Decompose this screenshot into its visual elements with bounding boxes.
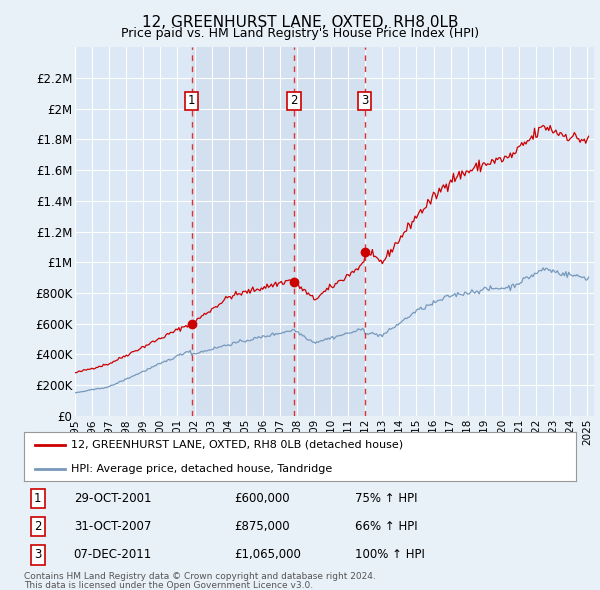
Text: 2: 2: [34, 520, 41, 533]
Text: HPI: Average price, detached house, Tandridge: HPI: Average price, detached house, Tand…: [71, 464, 332, 474]
Text: 66% ↑ HPI: 66% ↑ HPI: [355, 520, 418, 533]
Text: 07-DEC-2011: 07-DEC-2011: [74, 548, 152, 561]
Text: 3: 3: [34, 548, 41, 561]
Text: £1,065,000: £1,065,000: [234, 548, 301, 561]
Text: This data is licensed under the Open Government Licence v3.0.: This data is licensed under the Open Gov…: [24, 581, 313, 589]
Text: 100% ↑ HPI: 100% ↑ HPI: [355, 548, 425, 561]
Text: £600,000: £600,000: [234, 492, 289, 505]
Bar: [191, 47, 365, 416]
Text: 29-OCT-2001: 29-OCT-2001: [74, 492, 151, 505]
Text: 3: 3: [361, 94, 368, 107]
Text: £875,000: £875,000: [234, 520, 289, 533]
Text: 2: 2: [290, 94, 298, 107]
Text: 31-OCT-2007: 31-OCT-2007: [74, 520, 151, 533]
Text: Contains HM Land Registry data © Crown copyright and database right 2024.: Contains HM Land Registry data © Crown c…: [24, 572, 376, 581]
Text: 75% ↑ HPI: 75% ↑ HPI: [355, 492, 418, 505]
Text: 12, GREENHURST LANE, OXTED, RH8 0LB: 12, GREENHURST LANE, OXTED, RH8 0LB: [142, 15, 458, 30]
Text: 12, GREENHURST LANE, OXTED, RH8 0LB (detached house): 12, GREENHURST LANE, OXTED, RH8 0LB (det…: [71, 440, 403, 450]
Text: 1: 1: [188, 94, 196, 107]
Text: Price paid vs. HM Land Registry's House Price Index (HPI): Price paid vs. HM Land Registry's House …: [121, 27, 479, 40]
Text: 1: 1: [34, 492, 41, 505]
